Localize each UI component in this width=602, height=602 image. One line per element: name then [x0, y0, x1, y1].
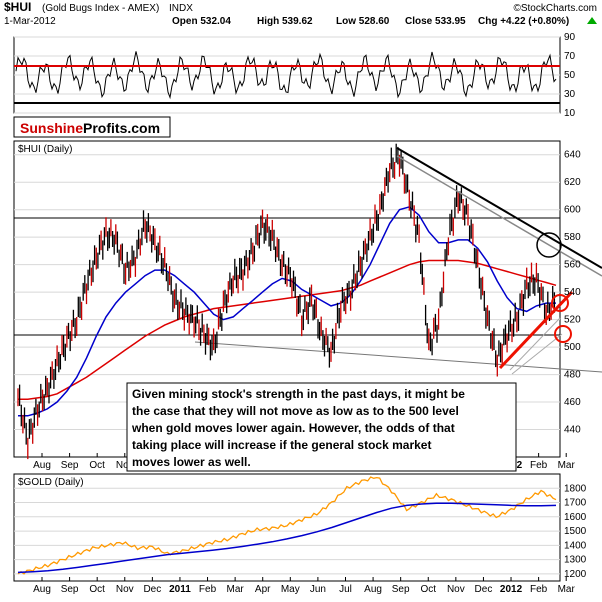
- hui-y-tick-label: 560: [564, 260, 581, 271]
- annotation-line-3: when gold moves lower again. However, th…: [131, 421, 455, 435]
- gold-x-tick-label: Feb: [199, 584, 217, 595]
- gold-y-tick-label: 1300: [564, 555, 587, 566]
- highlight-circle-red-lower: [554, 325, 572, 343]
- gold-x-tick-label: Feb: [530, 584, 548, 595]
- gold-x-tick-label: Dec: [143, 584, 161, 595]
- annotation-box: [126, 382, 517, 472]
- gold-x-tick-label: Apr: [255, 584, 271, 595]
- gold-x-tick-label: 2012: [500, 584, 523, 595]
- gold-x-tick-label: Mar: [227, 584, 245, 595]
- highlight-circle-black: [536, 232, 562, 258]
- declining-trendline-lower: [396, 155, 602, 277]
- hui-y-tick-label: 500: [564, 342, 581, 353]
- brand-box: [13, 116, 171, 138]
- hui-y-tick-label: 460: [564, 397, 581, 408]
- rsi-y-tick-label: 90: [564, 32, 576, 43]
- gold-y-tick-label: 1200: [564, 569, 587, 580]
- rsi-y-tick-label: 70: [564, 51, 576, 62]
- hui-y-tick-label: 620: [564, 177, 581, 188]
- ohlc-low: Low 528.60: [336, 16, 390, 27]
- gold-y-tick-label: 1800: [564, 483, 587, 494]
- gold-x-tick-label: Nov: [116, 584, 134, 595]
- hui-y-tick-label: 600: [564, 205, 581, 216]
- gold-x-tick-label: Jul: [339, 584, 352, 595]
- ohlc-change: Chg +4.22 (+0.80%): [478, 16, 569, 27]
- chart-symbol: $HUI: [4, 0, 31, 14]
- brand-logo: SunshineProfits.com: [20, 120, 160, 136]
- chart-exchange: INDX: [169, 3, 193, 14]
- moving-average-200-line: [18, 259, 557, 401]
- rsi-y-tick-label: 10: [564, 108, 576, 119]
- annotation-line-2: the case that they will not move as low …: [132, 404, 459, 418]
- projection-line: [509, 317, 561, 371]
- brand-profits: Profits.com: [83, 120, 160, 136]
- gold-x-tick-label: Oct: [420, 584, 436, 595]
- hui-y-tick-label: 480: [564, 370, 581, 381]
- annotation-line-5: moves lower as well.: [132, 455, 251, 469]
- gold-x-tick-label: Aug: [364, 584, 382, 595]
- gold-x-tick-label: Jun: [310, 584, 326, 595]
- gold-x-tick-label: Sep: [61, 584, 79, 595]
- projection-line-2: [511, 333, 563, 375]
- hui-x-tick-label: Nov: [116, 460, 134, 471]
- declining-trendline-upper: [396, 147, 602, 269]
- gold-x-tick-label: Nov: [447, 584, 465, 595]
- gold-y-tick-label: 1600: [564, 512, 587, 523]
- gold-price-line: [17, 476, 557, 575]
- rsi-line: [15, 51, 557, 100]
- gold-moving-average-line: [17, 502, 557, 574]
- gold-x-tick-label: Aug: [33, 584, 51, 595]
- rising-trendline-red: [498, 290, 574, 370]
- gold-x-tick-label: Oct: [89, 584, 105, 595]
- hui-x-tick-label: Sep: [61, 460, 79, 471]
- gold-y-tick-label: 1700: [564, 498, 587, 509]
- hui-y-tick-label: 540: [564, 287, 581, 298]
- rsi-y-tick-label: 30: [564, 89, 576, 100]
- gold-x-tick-label: May: [281, 584, 300, 595]
- ohlc-high: High 539.62: [257, 16, 313, 27]
- up-arrow-icon: [587, 17, 597, 24]
- rsi-y-tick-label: 50: [564, 70, 576, 81]
- hui-x-tick-label: Feb: [530, 460, 548, 471]
- hui-y-tick-label: 440: [564, 425, 581, 436]
- ohlc-open: Open 532.04: [172, 16, 231, 27]
- chart-date: 1-Mar-2012: [4, 16, 56, 27]
- hui-x-tick-label: Mar: [558, 460, 576, 471]
- hui-y-tick-label: 580: [564, 232, 581, 243]
- gold-x-tick-label: 2011: [169, 584, 191, 595]
- chart-copyright: ©StockCharts.com: [513, 3, 597, 14]
- long-term-support-line: [194, 341, 602, 373]
- gold-x-tick-label: Mar: [558, 584, 576, 595]
- hui-x-tick-label: Oct: [89, 460, 105, 471]
- gold-y-tick-label: 1400: [564, 540, 587, 551]
- hui-title: $HUI (Daily): [18, 144, 72, 155]
- brand-sunshine: Sunshine: [20, 120, 83, 136]
- annotation-line-4: taking place will increase if the genera…: [132, 438, 431, 452]
- ohlc-close: Close 533.95: [405, 16, 466, 27]
- hui-x-tick-label: Aug: [33, 460, 51, 471]
- gold-y-tick-label: 1500: [564, 526, 587, 537]
- annotation-line-1: Given mining stock's strength in the pas…: [132, 387, 465, 401]
- gold-x-tick-label: Sep: [392, 584, 410, 595]
- hui-y-tick-label: 640: [564, 150, 581, 161]
- chart-index-name: (Gold Bugs Index - AMEX): [42, 3, 159, 14]
- hui-y-tick-label: 520: [564, 315, 581, 326]
- gold-title: $GOLD (Daily): [18, 477, 84, 488]
- highlight-circle-red-upper: [551, 294, 569, 312]
- gold-x-tick-label: Dec: [475, 584, 493, 595]
